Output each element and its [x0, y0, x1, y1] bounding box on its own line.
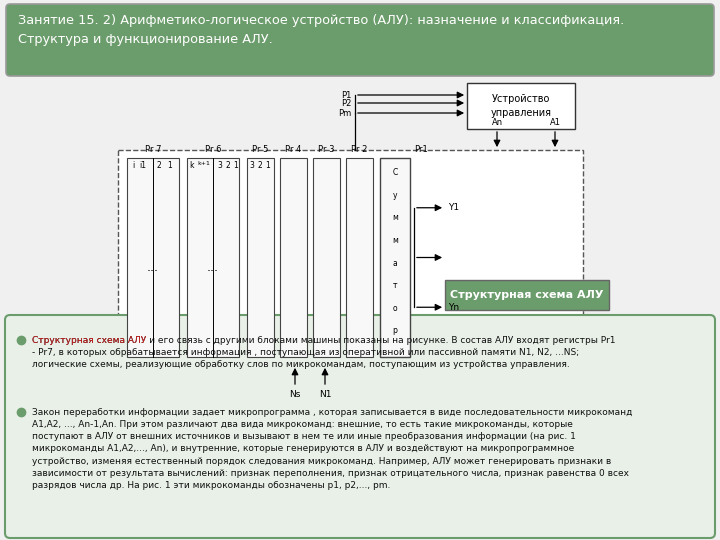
Bar — [380, 158, 410, 357]
Text: а: а — [392, 259, 397, 267]
FancyBboxPatch shape — [445, 280, 609, 310]
Text: 2: 2 — [258, 161, 262, 170]
Text: 1: 1 — [233, 161, 238, 170]
Text: Y1: Y1 — [448, 203, 459, 212]
Text: i1: i1 — [140, 161, 146, 170]
Text: k+1: k+1 — [197, 161, 210, 166]
Text: Устройство: Устройство — [492, 94, 550, 104]
Text: 1: 1 — [266, 161, 271, 170]
Bar — [118, 150, 583, 365]
Bar — [346, 158, 373, 357]
Text: Pr 5: Pr 5 — [252, 145, 269, 154]
Text: ...: ... — [207, 261, 219, 274]
Text: 3: 3 — [217, 161, 222, 170]
Text: Закон переработки информации задает микропрограмма , которая записывается в виде: Закон переработки информации задает микр… — [32, 408, 632, 490]
Bar — [187, 158, 239, 357]
Text: i: i — [132, 161, 134, 170]
Text: Pr1: Pr1 — [414, 145, 428, 154]
Text: Структурная схема АЛУ: Структурная схема АЛУ — [32, 336, 146, 345]
Text: Pr 4: Pr 4 — [285, 145, 302, 154]
Text: 1: 1 — [168, 161, 172, 170]
Text: р: р — [392, 326, 397, 335]
Text: Pr 3: Pr 3 — [318, 145, 335, 154]
Bar — [467, 83, 575, 129]
Text: An: An — [492, 118, 503, 127]
Text: k: k — [190, 161, 194, 170]
Text: 3: 3 — [250, 161, 254, 170]
Text: Структурная схема АЛУ и его связь с другими блоками машины показаны на рисунке. : Структурная схема АЛУ и его связь с друг… — [32, 336, 616, 369]
Text: Ns: Ns — [289, 390, 301, 399]
Text: Структурная схема АЛУ: Структурная схема АЛУ — [450, 290, 604, 300]
Text: м: м — [392, 236, 398, 245]
Text: управления: управления — [490, 108, 552, 118]
Text: 2: 2 — [225, 161, 230, 170]
Text: 2: 2 — [157, 161, 161, 170]
Text: у: у — [392, 191, 397, 200]
Text: P2: P2 — [341, 98, 351, 107]
Bar — [247, 158, 274, 357]
Text: о: о — [392, 303, 397, 313]
Text: т: т — [392, 281, 397, 290]
Bar — [313, 158, 340, 357]
Bar — [127, 158, 179, 357]
Text: ...: ... — [147, 261, 159, 274]
Text: N1: N1 — [319, 390, 331, 399]
Text: Pr 7: Pr 7 — [145, 145, 161, 154]
FancyBboxPatch shape — [5, 315, 715, 538]
FancyBboxPatch shape — [6, 4, 714, 76]
Text: Занятие 15. 2) Арифметико-логическое устройство (АЛУ): назначение и классификаци: Занятие 15. 2) Арифметико-логическое уст… — [18, 14, 624, 45]
Text: P1: P1 — [341, 91, 351, 99]
Text: A1: A1 — [549, 118, 560, 127]
Text: Pr 6: Pr 6 — [204, 145, 221, 154]
Text: Pr 2: Pr 2 — [351, 145, 368, 154]
Text: С: С — [392, 168, 397, 177]
Text: Yn: Yn — [448, 303, 459, 312]
Text: м: м — [392, 213, 398, 222]
Bar — [280, 158, 307, 357]
Text: Pm: Pm — [338, 109, 351, 118]
